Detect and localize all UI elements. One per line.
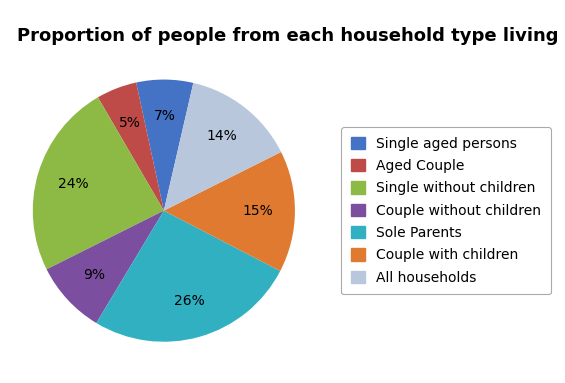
Text: Proportion of people from each household type living in proverty: Proportion of people from each household…	[17, 27, 565, 45]
Wedge shape	[136, 80, 193, 211]
Text: 14%: 14%	[207, 129, 238, 144]
Wedge shape	[98, 82, 164, 211]
Text: 15%: 15%	[243, 204, 273, 218]
Wedge shape	[164, 152, 295, 271]
Text: 26%: 26%	[174, 295, 205, 308]
Text: 9%: 9%	[84, 268, 106, 282]
Wedge shape	[47, 211, 164, 323]
Wedge shape	[164, 83, 281, 211]
Text: 7%: 7%	[154, 109, 176, 123]
Text: 24%: 24%	[58, 177, 89, 191]
Legend: Single aged persons, Aged Couple, Single without children, Couple without childr: Single aged persons, Aged Couple, Single…	[341, 127, 551, 295]
Wedge shape	[33, 97, 164, 269]
Text: 5%: 5%	[119, 116, 141, 130]
Wedge shape	[97, 211, 280, 342]
